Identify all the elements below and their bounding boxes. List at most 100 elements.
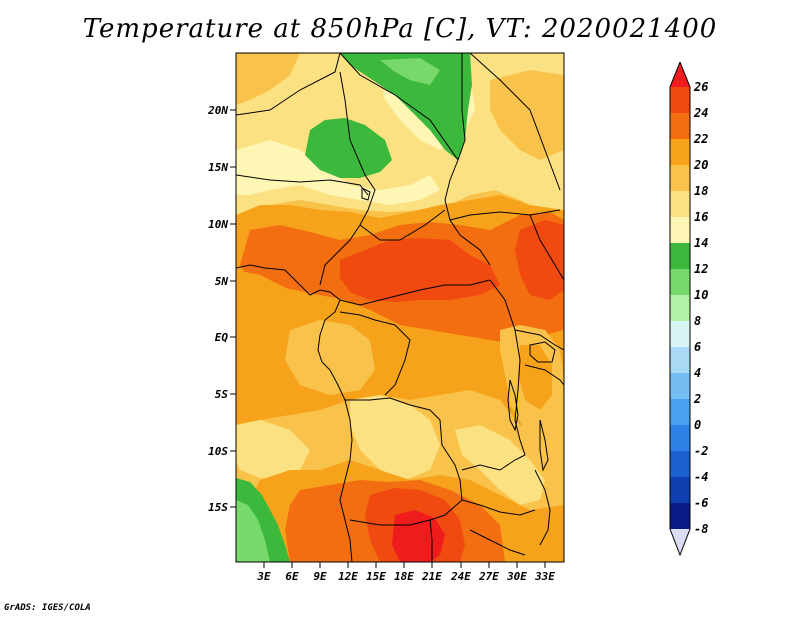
lake-malawi (539, 419, 549, 472)
band-14-north (236, 140, 440, 205)
lon-label: 3E (256, 570, 271, 583)
lat-labels: 20N 15N 10N 5N EQ 5S 10S 15S (207, 104, 228, 514)
colorbar-label: 14 (694, 236, 708, 250)
lat-label: 10N (208, 218, 228, 231)
band-10-namib (236, 500, 270, 562)
lon-label: 9E (313, 570, 327, 583)
colorbar-segment (670, 399, 690, 425)
colorbar-segment (670, 321, 690, 347)
lon-label: 18E (394, 570, 414, 583)
border-angola-north (345, 397, 441, 421)
lon-label: 30E (506, 570, 527, 583)
border-angola-south (349, 499, 463, 526)
border-sudan-southsudan (449, 209, 561, 221)
border-angola-east (439, 419, 463, 501)
lon-label: 15E (366, 570, 386, 583)
map-frame (235, 52, 565, 563)
colorbar-label: -2 (694, 444, 708, 458)
band-10-north (380, 58, 440, 85)
band-16-south-east (455, 425, 545, 505)
colorbar-segment (670, 243, 690, 269)
colorbar-outline (669, 61, 691, 557)
colorbar-label: 12 (694, 262, 708, 276)
colorbar-segment (670, 373, 690, 399)
colorbar: 26 24 22 20 18 16 14 12 10 8 6 4 2 0 -2 … (669, 61, 708, 557)
band-18-north-west (236, 53, 300, 105)
coastline-west (236, 264, 353, 562)
colorbar-label: 0 (694, 418, 701, 432)
border-namibia-botswana (429, 519, 433, 562)
colorbar-segment (670, 217, 690, 243)
band-24-east (515, 220, 564, 300)
colorbar-label: -4 (694, 470, 708, 484)
border-chad-car (359, 209, 446, 241)
colorbar-segment (670, 165, 690, 191)
grads-credit: GrADS: IGES/COLA (4, 603, 91, 613)
temperature-field (236, 53, 564, 562)
lat-label: 15N (208, 161, 228, 174)
lon-label: 33E (534, 570, 555, 583)
colorbar-label: 6 (694, 340, 701, 354)
lon-ticks (263, 562, 546, 568)
band-16-south (350, 395, 440, 480)
band-20-rift-core (518, 345, 552, 410)
lat-label: 20N (207, 104, 228, 117)
colorbar-label: 26 (693, 80, 708, 94)
lake-chad (361, 187, 371, 201)
colorbar-segment (670, 113, 690, 139)
band-16-west-coast (236, 420, 310, 480)
lake-victoria (529, 341, 556, 363)
colorbar-labels: 26 24 22 20 18 16 14 12 10 8 6 4 2 0 -2 … (693, 80, 708, 536)
border-ethiopia (529, 214, 564, 281)
colorbar-segment (670, 269, 690, 295)
border-mozambique (534, 469, 551, 546)
border-tanzania (524, 364, 564, 386)
map-title: Temperature at 850hPa [C], VT: 202002140… (82, 14, 718, 44)
border-congo-drc (339, 311, 411, 396)
colorbar-segment (670, 503, 690, 529)
colorbar-segment (670, 347, 690, 373)
lake-tanganyika (507, 379, 519, 432)
border-car-south (339, 279, 491, 306)
lon-label: 21E (421, 570, 442, 583)
colorbar-label: 24 (693, 106, 708, 120)
lon-labels: 3E 6E 9E 12E 15E 18E 21E 24E 27E 30E 33E (256, 570, 555, 583)
colorbar-segment (670, 425, 690, 451)
border-niger-nigeria (236, 174, 369, 196)
colorbar-segment (670, 191, 690, 217)
colorbar-label: 4 (694, 366, 701, 380)
lat-label: EQ (215, 331, 229, 344)
lon-label: 24E (450, 570, 471, 583)
band-24-central (340, 238, 500, 302)
border-nigeria-cameroon (319, 224, 361, 286)
border-libya-egypt (457, 53, 466, 161)
colorbar-segment (670, 477, 690, 503)
lat-label: 15S (208, 501, 228, 514)
border-zambia (461, 454, 526, 471)
colorbar-label: 2 (693, 392, 701, 406)
lat-ticks (230, 109, 236, 508)
colorbar-segment (670, 139, 690, 165)
lon-label: 12E (338, 570, 358, 583)
colorbar-label: 10 (694, 288, 708, 302)
colorbar-bottom-arrow (670, 529, 690, 555)
colorbar-top-arrow (670, 62, 690, 87)
lon-label: 27E (478, 570, 499, 583)
border-drc-east (489, 279, 526, 456)
colorbar-label: 20 (693, 158, 708, 172)
colorbar-label: -8 (694, 522, 708, 536)
colorbar-label: -6 (694, 496, 708, 510)
colorbar-label: 8 (694, 314, 701, 328)
colorbar-segment (670, 295, 690, 321)
border-uganda-kenya (514, 329, 564, 351)
band-18-gabon (285, 320, 375, 395)
lat-label: 10S (208, 445, 228, 458)
band-18-north-east (490, 70, 564, 160)
colorbar-label: 22 (693, 132, 708, 146)
colorbar-segment (670, 87, 690, 113)
colorbar-segment (670, 451, 690, 477)
border-zambia-south (461, 499, 536, 516)
border-algeria-niger (236, 53, 341, 116)
lon-label: 6E (285, 570, 299, 583)
